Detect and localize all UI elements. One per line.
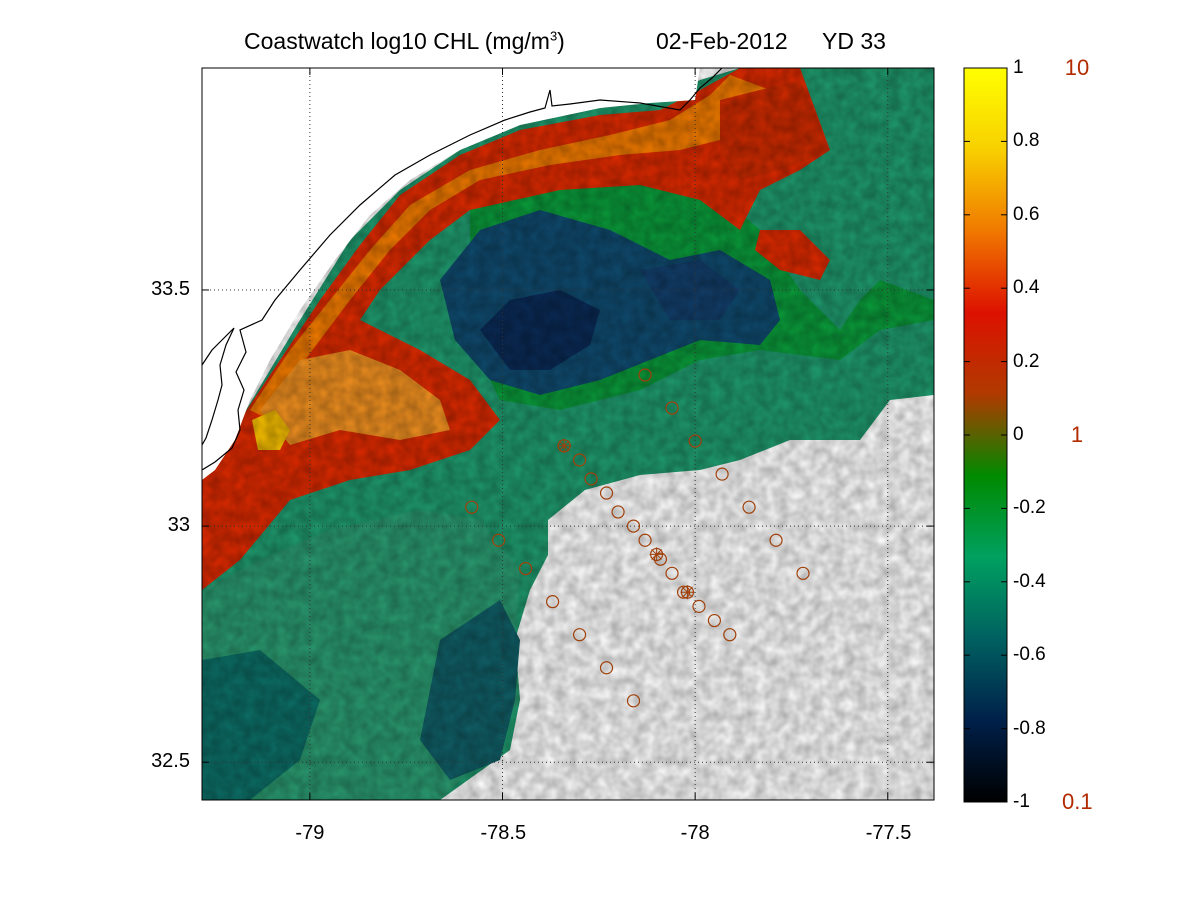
axis-ticks [202, 68, 934, 800]
title-suffix: ) [557, 28, 565, 54]
y-tick-label: 32.5 [151, 750, 190, 773]
station-star-marker [557, 438, 572, 453]
x-tick-label: -78 [680, 822, 710, 844]
station-marker [492, 533, 506, 547]
station-marker [665, 566, 679, 580]
map-title: Coastwatch log10 CHL (mg/m3) [244, 28, 565, 55]
station-marker [611, 505, 625, 519]
colorbar-tick-label: 0.4 [1013, 277, 1040, 299]
x-tick-label: -79 [295, 822, 325, 844]
colorbar [963, 67, 1008, 803]
colorbar-tick-label: -0.2 [1013, 497, 1046, 519]
title-superscript: 3 [549, 28, 558, 44]
chlorophyll-map [202, 68, 934, 800]
station-marker [572, 453, 587, 467]
x-tick-label: -77.5 [865, 822, 912, 844]
station-star-marker [680, 585, 695, 600]
station-marker [519, 561, 533, 576]
title-date: 02-Feb-2012 [656, 28, 788, 54]
colorbar-linear-label: 1 [1070, 422, 1084, 447]
station-marker [599, 486, 614, 500]
coastline [202, 68, 723, 471]
colorbar-tick-label: 1 [1013, 57, 1024, 78]
station-marker [599, 661, 614, 675]
station-marker [584, 472, 598, 486]
station-marker [665, 401, 679, 415]
y-tick-label: 33 [167, 514, 190, 537]
colorbar-tick-label: 0.2 [1013, 350, 1040, 372]
colorbar-tick-label: -0.6 [1013, 644, 1046, 666]
station-marker [723, 628, 737, 642]
colorbar-linear-label: 0.1 [1062, 789, 1093, 814]
station-marker [692, 599, 706, 613]
station-marker [572, 628, 587, 642]
colorbar-linear-label: 10 [1064, 55, 1090, 80]
station-marker [638, 533, 652, 547]
station-markers [465, 368, 810, 708]
colorbar-gradient [964, 68, 1007, 802]
colorbar-ticks [964, 67, 1007, 803]
colorbar-tick-label: 0.6 [1013, 203, 1040, 225]
station-marker [638, 368, 652, 382]
station-marker [796, 566, 810, 580]
station-marker [769, 533, 783, 547]
coastline-inlet [202, 327, 235, 446]
x-tick-label: -78.5 [480, 822, 527, 844]
land-mask [202, 68, 700, 480]
colorbar-tick-label: -0.4 [1013, 570, 1046, 592]
colorbar-tick-label: -1 [1013, 791, 1030, 812]
map-frame [201, 67, 935, 801]
station-marker [742, 500, 756, 514]
title-yearday: YD 33 [822, 28, 886, 54]
colorbar-tick-label: 0.8 [1013, 130, 1040, 152]
y-tick-label: 33.5 [151, 277, 190, 300]
colorbar-tick-label: -0.8 [1013, 717, 1046, 739]
colorbar-tick-label: 0 [1013, 424, 1024, 445]
station-marker [465, 500, 479, 514]
title-prefix: Coastwatch log10 CHL (mg/m [244, 28, 550, 54]
station-marker [626, 694, 641, 708]
station-marker [545, 595, 560, 609]
station-marker [653, 552, 668, 566]
station-marker [688, 434, 702, 448]
station-marker [626, 519, 641, 533]
station-marker [715, 467, 729, 481]
station-marker [707, 613, 722, 628]
